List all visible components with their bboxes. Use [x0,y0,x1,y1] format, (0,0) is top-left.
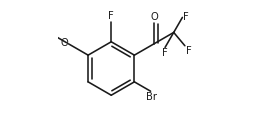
Text: F: F [186,46,192,56]
Text: F: F [183,12,189,22]
Text: F: F [162,48,167,58]
Text: O: O [60,38,68,48]
Text: Br: Br [146,92,157,102]
Text: F: F [108,11,114,21]
Text: O: O [150,12,158,22]
